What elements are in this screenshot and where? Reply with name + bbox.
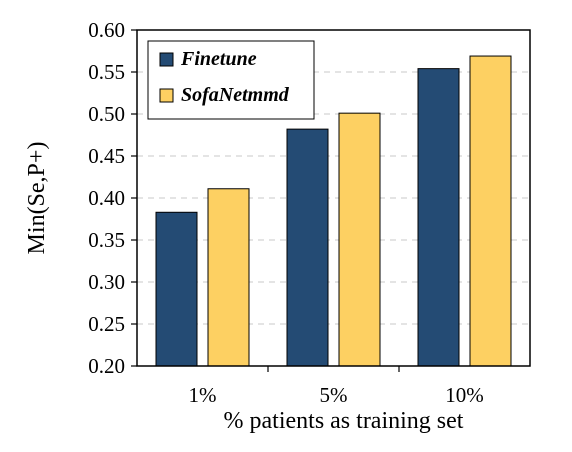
y-tick-label: 0.55 — [88, 60, 125, 84]
y-axis-ticks: 0.20 0.25 0.30 0.35 0.40 0.45 0.50 0.55 0.60 — [88, 18, 137, 378]
legend-label-sofanetmmd: SofaNetmmd — [181, 84, 290, 106]
y-tick-label: 0.20 — [88, 354, 125, 378]
y-tick-label: 0.40 — [88, 186, 125, 210]
bars — [155, 55, 512, 367]
x-tick-label: 10% — [445, 383, 484, 407]
legend-label-finetune: Finetune — [180, 48, 257, 70]
x-axis-ticks: 1% 5% 10% — [189, 366, 484, 407]
bar-finetune-5pct — [286, 128, 329, 367]
legend-swatch-sofanetmmd — [159, 88, 174, 103]
y-tick-label: 0.45 — [88, 144, 125, 168]
x-axis-title: % patients as training set — [224, 408, 464, 434]
bar-sofanetmmd-10pct — [469, 55, 512, 367]
x-tick-label: 5% — [320, 383, 348, 407]
bar-sofanetmmd-5pct — [338, 112, 381, 367]
bar-finetune-10pct — [417, 68, 460, 367]
bar-sofanetmmd-1pct — [207, 188, 250, 367]
y-tick-label: 0.50 — [88, 102, 125, 126]
y-tick-label: 0.35 — [88, 228, 125, 252]
y-tick-label: 0.60 — [88, 18, 125, 42]
legend: Finetune SofaNetmmd — [147, 40, 315, 120]
y-axis-title: Min(Se,P+) — [24, 142, 50, 255]
legend-swatch-finetune — [159, 52, 174, 67]
y-tick-label: 0.30 — [88, 270, 125, 294]
legend-box — [147, 40, 315, 120]
y-tick-label: 0.25 — [88, 312, 125, 336]
x-tick-label: 1% — [189, 383, 217, 407]
bar-finetune-1pct — [155, 211, 198, 367]
